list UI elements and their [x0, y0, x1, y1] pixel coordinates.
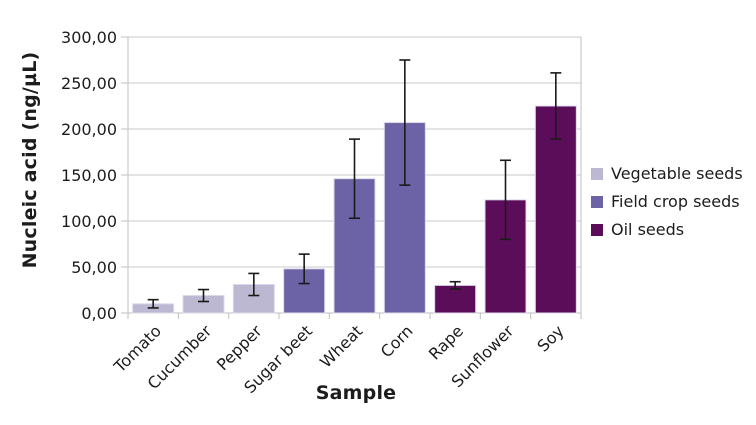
x-category-label: Wheat — [316, 321, 366, 371]
legend-swatch-field-crop-seeds — [591, 195, 603, 208]
y-tick-label: 100,00 — [61, 212, 117, 231]
y-tick-label: 250,00 — [61, 74, 117, 93]
x-axis-title: Sample — [315, 382, 397, 404]
y-tick-label: 0,00 — [81, 304, 117, 323]
legend-item-oil-seeds: Oil seeds — [591, 219, 743, 240]
y-tick-label: 150,00 — [61, 166, 117, 185]
y-axis-title: Nucleic acid (ng/µL) — [19, 51, 41, 269]
legend-label: Vegetable seeds — [611, 164, 743, 183]
legend-label: Oil seeds — [611, 220, 685, 239]
legend-item-field-crop-seeds: Field crop seeds — [591, 191, 743, 212]
legend-swatch-vegetable-seeds — [591, 167, 603, 180]
legend: Vegetable seeds Field crop seeds Oil see… — [591, 163, 743, 240]
legend-swatch-oil-seeds — [591, 223, 603, 236]
x-category-label: Soy — [533, 321, 567, 355]
y-tick-label: 300,00 — [61, 28, 117, 47]
bar-soy — [534, 105, 577, 314]
y-tick-label: 200,00 — [61, 120, 117, 139]
y-tick-label: 50,00 — [71, 258, 117, 277]
x-category-label: Corn — [377, 321, 417, 361]
legend-label: Field crop seeds — [611, 192, 740, 211]
legend-item-vegetable-seeds: Vegetable seeds — [591, 163, 743, 184]
x-category-label: Rape — [425, 321, 467, 363]
